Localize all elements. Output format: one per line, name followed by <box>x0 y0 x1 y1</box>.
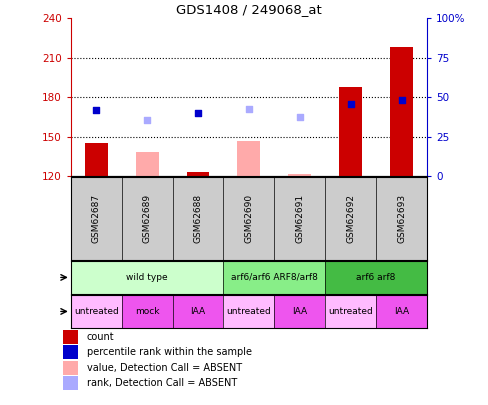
Text: GSM62690: GSM62690 <box>244 194 253 243</box>
Text: wild type: wild type <box>126 273 168 282</box>
Text: GSM62692: GSM62692 <box>346 194 355 243</box>
Bar <box>122 295 173 328</box>
Text: count: count <box>87 332 115 342</box>
Text: percentile rank within the sample: percentile rank within the sample <box>87 347 252 357</box>
Text: untreated: untreated <box>226 307 271 316</box>
Bar <box>63 376 78 390</box>
Point <box>143 116 151 123</box>
Text: untreated: untreated <box>74 307 119 316</box>
Bar <box>173 295 224 328</box>
Bar <box>224 261 325 294</box>
Text: IAA: IAA <box>190 307 205 316</box>
Bar <box>63 330 78 344</box>
Text: rank, Detection Call = ABSENT: rank, Detection Call = ABSENT <box>87 378 237 388</box>
Bar <box>71 295 122 328</box>
Text: mock: mock <box>135 307 160 316</box>
Bar <box>186 172 209 176</box>
Point <box>296 114 304 120</box>
Text: IAA: IAA <box>292 307 307 316</box>
Text: GSM62689: GSM62689 <box>142 194 152 243</box>
Point <box>92 107 100 114</box>
Text: IAA: IAA <box>394 307 409 316</box>
Point <box>194 110 202 116</box>
Bar <box>288 174 311 176</box>
Point <box>347 100 355 107</box>
Text: GSM62688: GSM62688 <box>193 194 203 243</box>
Bar <box>63 361 78 375</box>
Bar <box>238 141 260 176</box>
Text: GSM62687: GSM62687 <box>92 194 101 243</box>
Bar <box>325 295 376 328</box>
Bar <box>85 143 108 176</box>
Text: GSM62693: GSM62693 <box>397 194 406 243</box>
Bar <box>136 153 159 176</box>
Point <box>398 97 406 103</box>
Bar <box>339 87 362 176</box>
Point <box>245 106 253 112</box>
Text: untreated: untreated <box>328 307 373 316</box>
Text: arf6 arf8: arf6 arf8 <box>356 273 396 282</box>
Text: GSM62691: GSM62691 <box>295 194 305 243</box>
Bar <box>274 295 325 328</box>
Text: arf6/arf6 ARF8/arf8: arf6/arf6 ARF8/arf8 <box>231 273 318 282</box>
Text: value, Detection Call = ABSENT: value, Detection Call = ABSENT <box>87 363 242 373</box>
Bar <box>63 345 78 359</box>
Bar <box>390 47 413 176</box>
Title: GDS1408 / 249068_at: GDS1408 / 249068_at <box>176 3 322 16</box>
Bar <box>325 261 427 294</box>
Bar <box>224 295 274 328</box>
Bar <box>71 261 224 294</box>
Bar <box>376 295 427 328</box>
